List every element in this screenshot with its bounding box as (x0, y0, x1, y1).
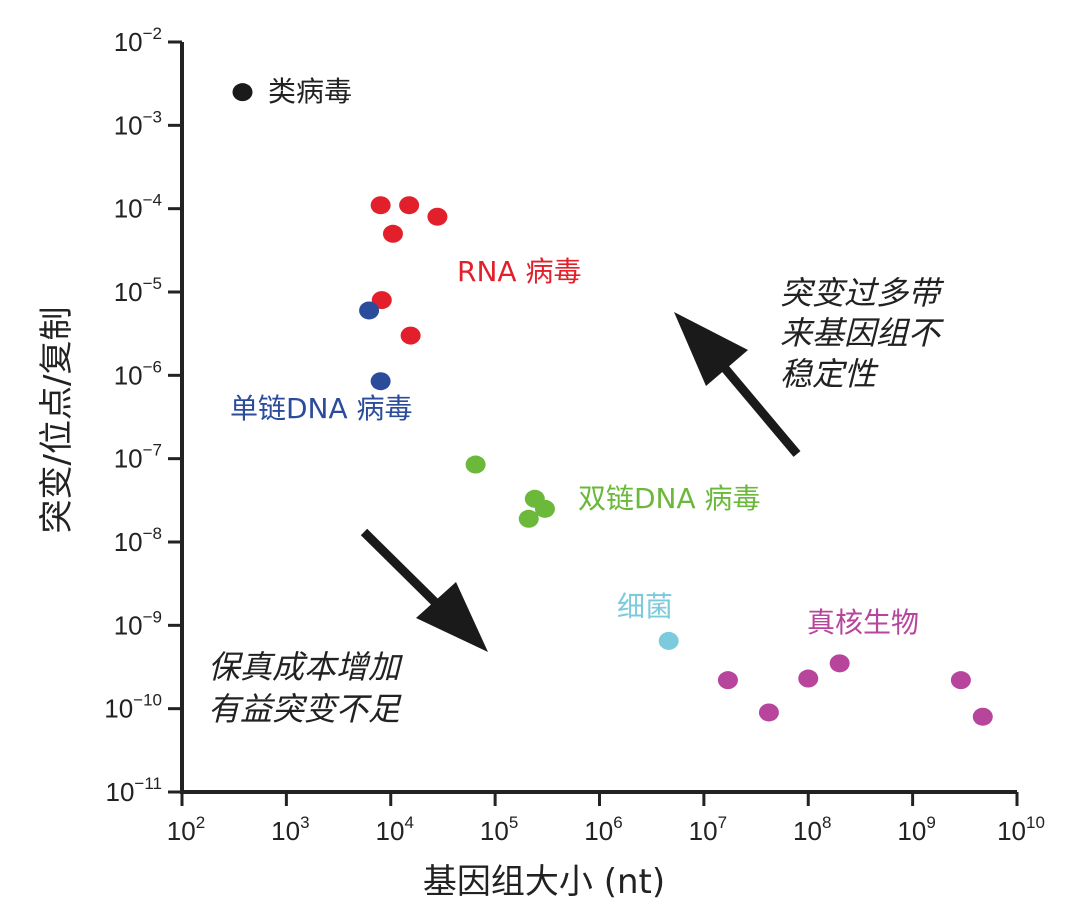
fidelity-cost-annotation-line-1: 保真成本增加 (208, 648, 403, 686)
y-tick-label: 10−7 (114, 441, 162, 474)
upward-arrow (674, 312, 801, 457)
y-tick-label: 10−5 (114, 274, 162, 307)
data-point (758, 703, 779, 722)
y-axis-title: 突变/位点/复制 (37, 307, 77, 534)
data-point (359, 301, 380, 320)
x-tick-label: 104 (376, 813, 414, 846)
x-axis-title: 基因组大小 (nt) (423, 862, 665, 902)
downward-arrow (360, 528, 488, 652)
y-tick-label: 10−2 (114, 24, 162, 57)
ssdna-virus-label: 单链DNA 病毒 (230, 392, 413, 425)
x-tick-label: 106 (584, 813, 622, 846)
y-ticks: 10−2 10−3 10−4 10−5 10−6 10−7 10−8 10−9 10−10 10−… (104, 24, 182, 807)
data-point (465, 455, 486, 474)
data-point (399, 196, 420, 215)
y-tick-label: 10−3 (114, 107, 162, 140)
data-point (371, 291, 392, 310)
x-tick-label: 108 (793, 813, 831, 846)
x-tick-label: 1010 (997, 813, 1045, 846)
data-point (382, 224, 403, 243)
data-point (370, 372, 391, 391)
y-tick-label: 10−6 (114, 357, 162, 390)
data-point (518, 509, 539, 528)
x-tick-label: 103 (271, 813, 309, 846)
data-point (950, 671, 971, 690)
y-tick-label: 10−10 (104, 691, 162, 724)
bacteria-label: 细菌 (617, 590, 673, 623)
dsdna-virus-label: 双链DNA 病毒 (578, 482, 761, 515)
y-tick-label: 10−9 (114, 607, 162, 640)
x-ticks: 102 103 104 105 106 107 108 109 1010 (167, 792, 1045, 846)
data-points (232, 83, 993, 726)
x-tick-label: 109 (897, 813, 935, 846)
data-point (798, 669, 819, 688)
data-point (829, 654, 850, 673)
fidelity-cost-annotation-line-2: 有益突变不足 (208, 690, 402, 728)
data-point (370, 196, 391, 215)
eukaryote-label: 真核生物 (807, 606, 919, 639)
data-point (400, 326, 421, 345)
data-point (232, 83, 253, 102)
data-point (658, 631, 679, 650)
x-tick-label: 105 (480, 813, 518, 846)
y-tick-label: 10−8 (114, 524, 162, 557)
data-point (717, 671, 738, 690)
instability-annotation-line-1: 突变过多带 (780, 274, 945, 312)
x-tick-label: 107 (689, 813, 727, 846)
y-tick-label: 10−11 (106, 774, 163, 807)
x-tick-label: 102 (167, 813, 205, 846)
data-point (972, 707, 993, 726)
instability-annotation-line-2: 来基因组不 (780, 314, 944, 352)
data-point (534, 499, 555, 518)
viroid-label: 类病毒 (268, 75, 352, 108)
instability-annotation-line-3: 稳定性 (780, 355, 879, 393)
rna-virus-label: RNA 病毒 (457, 255, 581, 288)
data-point (427, 207, 448, 226)
y-tick-label: 10−4 (114, 191, 162, 224)
